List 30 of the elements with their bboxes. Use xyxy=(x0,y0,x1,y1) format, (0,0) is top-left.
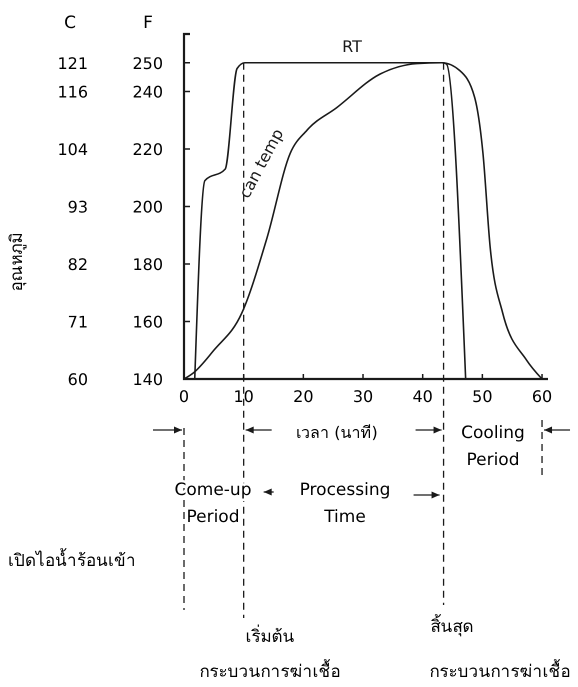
x-tick-label: 50 xyxy=(472,387,493,406)
x-tick-label: 20 xyxy=(293,387,314,406)
y-tick-label: 220 xyxy=(132,140,163,159)
text: Processing Time xyxy=(300,480,390,527)
x-tick-label: 0 xyxy=(178,387,190,406)
x-axis-title: เวลา (นาที) xyxy=(296,423,378,442)
y2-tick-label: 93 xyxy=(68,198,88,217)
x-tick-label: 30 xyxy=(352,387,374,406)
y-tick-label: 180 xyxy=(132,255,163,274)
text: เปิดไอน้ำร้อนเข้า xyxy=(8,548,136,571)
y2-tick-label: 104 xyxy=(57,140,88,160)
y-tick-label: 140 xyxy=(132,370,163,389)
y-tick-label: 200 xyxy=(132,198,163,216)
text: Cooling Period xyxy=(461,423,525,470)
y2-tick-label: 82 xyxy=(68,255,88,274)
y-tick-label: 160 xyxy=(132,312,163,332)
y-tick-label: 240 xyxy=(132,82,163,102)
x-tick-label: 60 xyxy=(532,387,552,406)
text: อุณหภูมิ xyxy=(7,232,27,292)
y2-tick-label: 60 xyxy=(68,370,88,389)
series-label: RT xyxy=(342,37,362,56)
y2-tick-label: 121 xyxy=(57,54,88,73)
x-tick-label: 40 xyxy=(412,387,433,406)
y2-tick-label: 71 xyxy=(68,312,88,332)
text: เริ่มต้น กระบวนการฆ่าเชื้อ xyxy=(200,624,340,682)
y-tick-label: 250 xyxy=(132,54,163,73)
y2-tick-label: 116 xyxy=(57,82,88,102)
x-tick-label: 10 xyxy=(233,387,254,406)
y-axis-title: F xyxy=(143,13,153,33)
y2-axis-title: C xyxy=(64,13,76,33)
